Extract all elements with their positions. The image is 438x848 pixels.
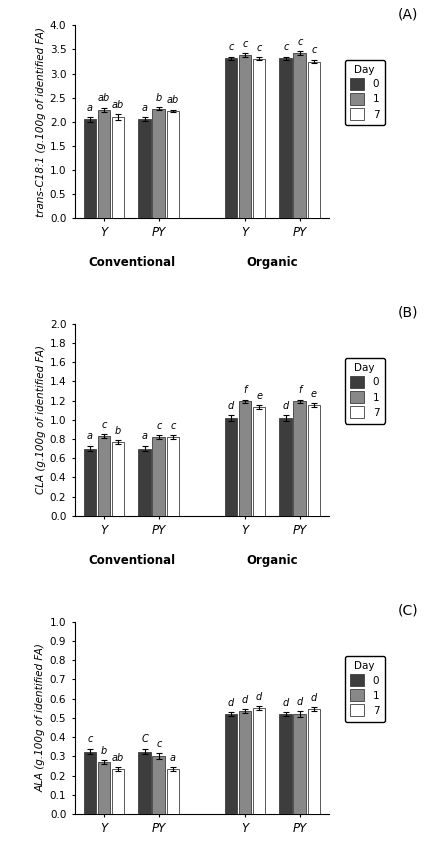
- Bar: [84, 449, 96, 516]
- Text: b: b: [101, 746, 107, 756]
- Text: d: d: [227, 401, 233, 410]
- Text: ab: ab: [166, 95, 179, 105]
- Text: c: c: [170, 421, 175, 431]
- Text: (C): (C): [397, 604, 417, 618]
- Text: c: c: [87, 734, 92, 745]
- Bar: [238, 401, 251, 516]
- Bar: [98, 109, 110, 218]
- Bar: [252, 708, 265, 814]
- Text: ab: ab: [112, 100, 124, 109]
- Bar: [98, 762, 110, 814]
- Bar: [112, 117, 124, 218]
- Y-axis label: CLA (g.100g of identified FA): CLA (g.100g of identified FA): [35, 345, 46, 494]
- Bar: [238, 711, 251, 814]
- Text: d: d: [282, 698, 288, 708]
- Text: Organic: Organic: [246, 256, 297, 270]
- Bar: [279, 418, 291, 516]
- Text: c: c: [228, 42, 233, 53]
- Bar: [112, 769, 124, 814]
- Text: a: a: [170, 753, 176, 762]
- Bar: [252, 59, 265, 218]
- Text: c: c: [101, 420, 106, 430]
- Legend: 0, 1, 7: 0, 1, 7: [344, 656, 384, 722]
- Bar: [84, 751, 96, 814]
- Bar: [238, 55, 251, 218]
- Text: d: d: [282, 401, 288, 410]
- Text: ab: ab: [112, 753, 124, 762]
- Bar: [293, 401, 305, 516]
- Bar: [98, 436, 110, 516]
- Bar: [224, 714, 237, 814]
- Text: c: c: [156, 421, 161, 431]
- Text: c: c: [311, 45, 316, 55]
- Bar: [293, 714, 305, 814]
- Bar: [279, 59, 291, 218]
- Bar: [166, 769, 179, 814]
- Legend: 0, 1, 7: 0, 1, 7: [344, 358, 384, 423]
- Bar: [307, 62, 319, 218]
- Text: d: d: [255, 692, 261, 702]
- Y-axis label: ALA (g.100g of identified FA): ALA (g.100g of identified FA): [35, 644, 46, 792]
- Text: e: e: [255, 391, 261, 401]
- Text: (A): (A): [397, 8, 417, 21]
- Text: (B): (B): [397, 306, 417, 320]
- Text: Organic: Organic: [246, 555, 297, 567]
- Bar: [84, 120, 96, 218]
- Text: d: d: [241, 695, 247, 705]
- Bar: [293, 53, 305, 218]
- Text: c: c: [242, 39, 247, 49]
- Text: a: a: [141, 103, 148, 113]
- Text: ab: ab: [98, 93, 110, 103]
- Bar: [112, 442, 124, 516]
- Text: e: e: [310, 389, 316, 399]
- Bar: [224, 59, 237, 218]
- Text: c: c: [156, 739, 161, 750]
- Text: d: d: [296, 697, 302, 707]
- Bar: [307, 405, 319, 516]
- Text: C: C: [141, 734, 148, 745]
- Text: f: f: [297, 385, 301, 395]
- Text: a: a: [87, 432, 93, 442]
- Bar: [307, 709, 319, 814]
- Bar: [138, 449, 151, 516]
- Text: Conventional: Conventional: [88, 256, 175, 270]
- Legend: 0, 1, 7: 0, 1, 7: [344, 59, 384, 126]
- Text: d: d: [310, 693, 316, 703]
- Text: f: f: [243, 385, 246, 395]
- Text: b: b: [155, 93, 162, 103]
- Bar: [166, 437, 179, 516]
- Y-axis label: trans-C18:1 (g.100g of identified FA): trans-C18:1 (g.100g of identified FA): [35, 26, 46, 216]
- Text: a: a: [141, 432, 148, 442]
- Text: Conventional: Conventional: [88, 555, 175, 567]
- Bar: [138, 751, 151, 814]
- Bar: [279, 714, 291, 814]
- Bar: [224, 418, 237, 516]
- Text: c: c: [297, 37, 302, 47]
- Text: b: b: [115, 426, 121, 436]
- Bar: [152, 437, 165, 516]
- Text: a: a: [87, 103, 93, 113]
- Bar: [152, 109, 165, 218]
- Bar: [166, 111, 179, 218]
- Text: d: d: [227, 698, 233, 708]
- Bar: [152, 756, 165, 814]
- Text: c: c: [256, 43, 261, 53]
- Bar: [138, 120, 151, 218]
- Bar: [252, 407, 265, 516]
- Text: c: c: [283, 42, 288, 53]
